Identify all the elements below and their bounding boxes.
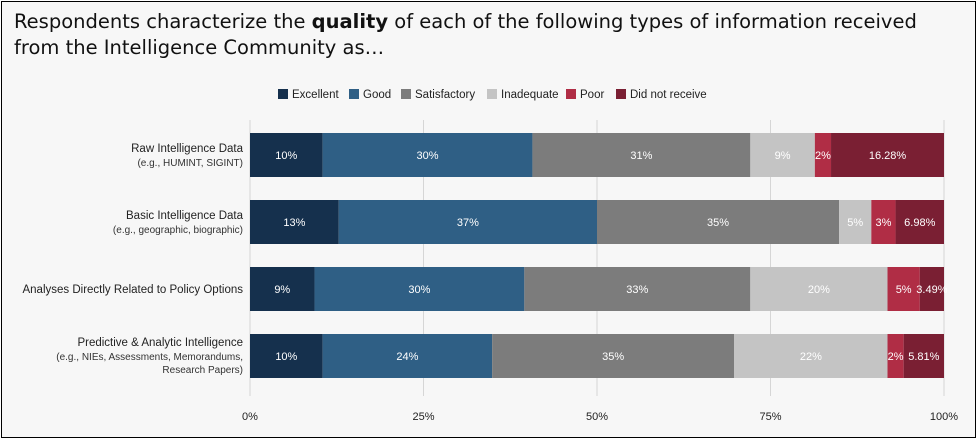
legend-label: Inadequate <box>501 89 559 101</box>
category-label: Raw Intelligence Data <box>131 143 243 155</box>
legend-swatch <box>616 89 626 99</box>
bar-data-label: 10% <box>275 150 297 162</box>
bar-segment <box>250 200 339 244</box>
title-bold-word: quality <box>311 10 389 33</box>
bar-segment <box>524 267 751 311</box>
chart-title: Respondents characterize the quality of … <box>14 9 964 61</box>
bar-data-label: 9% <box>775 150 791 162</box>
bar-data-label: 5% <box>896 284 912 296</box>
bar-data-label: 30% <box>408 284 430 296</box>
bar-data-label: 5% <box>847 217 863 229</box>
bar-segment <box>314 267 525 311</box>
category-label: Analyses Directly Related to Policy Opti… <box>22 284 243 296</box>
bar-data-label: 30% <box>417 150 439 162</box>
bar-segment <box>250 334 323 378</box>
bar-data-label: 35% <box>602 351 624 363</box>
category-label: Basic Intelligence Data <box>126 210 244 222</box>
bar-segment <box>322 334 493 378</box>
legend-label: Good <box>363 89 391 101</box>
legend-label: Satisfactory <box>415 89 475 101</box>
x-tick-label: 0% <box>242 411 258 423</box>
title-part-1: Respondents characterize the <box>14 10 312 33</box>
bar-segment <box>903 334 944 378</box>
bar-segment <box>734 334 888 378</box>
x-tick-label: 75% <box>759 411 781 423</box>
bar-data-label: 5.81% <box>908 351 939 363</box>
legend-label: Did not receive <box>630 89 707 101</box>
bar-data-label: 37% <box>457 217 479 229</box>
bar-segment <box>750 133 815 177</box>
legend-label: Excellent <box>292 89 339 101</box>
bar-data-label: 35% <box>707 217 729 229</box>
bar-segment <box>597 200 840 244</box>
bar-segment <box>839 200 872 244</box>
bar-segment <box>322 133 533 177</box>
bar-data-label: 2% <box>815 150 831 162</box>
bar-data-label: 9% <box>274 284 290 296</box>
bar-data-label: 6.98% <box>904 217 935 229</box>
x-tick-label: 50% <box>586 411 608 423</box>
legend-swatch <box>349 89 359 99</box>
bar-segment <box>895 200 944 244</box>
bar-data-label: 2% <box>888 351 904 363</box>
bar-data-label: 13% <box>283 217 305 229</box>
category-label: Predictive & Analytic Intelligence <box>77 337 243 349</box>
bar-data-label: 33% <box>626 284 648 296</box>
bar-segment <box>492 334 735 378</box>
bar-segment <box>887 267 920 311</box>
bar-segment <box>919 267 944 311</box>
bar-data-label: 22% <box>800 351 822 363</box>
legend-swatch <box>401 89 411 99</box>
bar-segment <box>887 334 904 378</box>
bar-data-label: 24% <box>396 351 418 363</box>
legend-swatch <box>566 89 576 99</box>
bar-segment <box>338 200 597 244</box>
legend-swatch <box>487 89 497 99</box>
bar-segment <box>814 133 832 177</box>
bar-data-label: 20% <box>808 284 830 296</box>
legend-swatch <box>278 89 288 99</box>
category-sublabel: (e.g., HUMINT, SIGINT) <box>137 158 243 169</box>
legend-label: Poor <box>580 89 604 101</box>
bar-segment <box>871 200 896 244</box>
bar-segment <box>831 133 944 177</box>
category-sublabel: Research Papers) <box>162 365 243 376</box>
bar-data-label: 31% <box>630 150 652 162</box>
category-sublabel: (e.g., geographic, biographic) <box>113 225 243 236</box>
bar-data-label: 3% <box>875 217 891 229</box>
title-part-2: of each of the following types of inform… <box>14 10 917 59</box>
bar-segment <box>532 133 751 177</box>
bar-segment <box>250 133 323 177</box>
bar-data-label: 16.28% <box>869 150 907 162</box>
bar-data-label: 3.49% <box>916 284 947 296</box>
bar-segment <box>750 267 888 311</box>
x-tick-label: 100% <box>930 411 958 423</box>
x-tick-label: 25% <box>412 411 434 423</box>
category-sublabel: (e.g., NIEs, Assessments, Memorandums, <box>56 352 243 363</box>
bar-segment <box>250 267 315 311</box>
bar-data-label: 10% <box>275 351 297 363</box>
